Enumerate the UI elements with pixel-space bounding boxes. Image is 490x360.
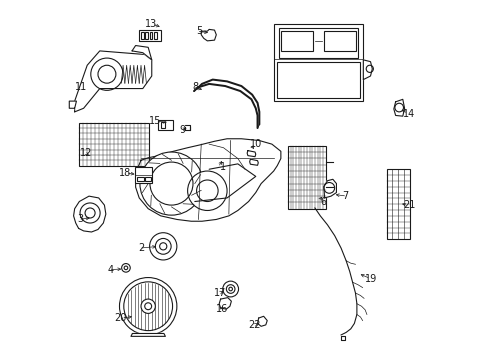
- Circle shape: [149, 233, 177, 260]
- Text: 1: 1: [220, 162, 226, 172]
- Text: 2: 2: [138, 243, 145, 253]
- Text: 3: 3: [77, 215, 84, 224]
- Polygon shape: [131, 333, 166, 336]
- Polygon shape: [364, 60, 372, 80]
- Circle shape: [188, 171, 227, 211]
- Text: 16: 16: [216, 304, 228, 314]
- Polygon shape: [247, 150, 256, 157]
- Polygon shape: [219, 298, 231, 309]
- Bar: [137, 177, 144, 181]
- Bar: [281, 31, 313, 51]
- Bar: [145, 177, 151, 181]
- Polygon shape: [258, 316, 267, 326]
- Text: 21: 21: [403, 200, 415, 210]
- Bar: [279, 28, 358, 58]
- Text: 17: 17: [214, 288, 226, 298]
- Bar: [141, 32, 144, 39]
- Text: 20: 20: [114, 313, 126, 323]
- Bar: [139, 30, 161, 41]
- Text: 9: 9: [180, 125, 186, 135]
- Text: 6: 6: [321, 197, 327, 207]
- Text: 14: 14: [403, 109, 415, 119]
- Circle shape: [141, 299, 155, 314]
- Text: 22: 22: [248, 320, 261, 330]
- Circle shape: [122, 264, 130, 272]
- Polygon shape: [250, 159, 258, 165]
- Polygon shape: [74, 196, 106, 232]
- Bar: [387, 169, 410, 239]
- Bar: [158, 121, 173, 130]
- Bar: [277, 62, 360, 98]
- Bar: [161, 122, 165, 128]
- Text: 15: 15: [149, 116, 162, 126]
- Bar: [149, 32, 152, 39]
- Text: 11: 11: [74, 82, 87, 92]
- Polygon shape: [201, 30, 216, 41]
- Text: 12: 12: [80, 148, 93, 158]
- Text: 4: 4: [108, 265, 114, 275]
- Bar: [135, 167, 152, 183]
- Text: 19: 19: [365, 274, 377, 284]
- Polygon shape: [74, 51, 152, 112]
- Text: 18: 18: [119, 168, 131, 178]
- Circle shape: [223, 281, 239, 297]
- Polygon shape: [394, 99, 405, 116]
- Bar: [274, 24, 364, 101]
- Polygon shape: [324, 179, 337, 198]
- Text: 10: 10: [249, 139, 262, 149]
- Polygon shape: [69, 101, 76, 108]
- Polygon shape: [341, 336, 345, 339]
- Bar: [154, 32, 157, 39]
- Text: 7: 7: [342, 191, 348, 201]
- Bar: [288, 146, 326, 209]
- Polygon shape: [136, 139, 281, 221]
- Text: 8: 8: [192, 82, 198, 92]
- Circle shape: [120, 278, 177, 335]
- Bar: [79, 123, 149, 166]
- Bar: [146, 32, 148, 39]
- Text: 5: 5: [196, 26, 202, 36]
- Text: 13: 13: [145, 19, 157, 29]
- Circle shape: [140, 152, 203, 215]
- Polygon shape: [132, 45, 152, 60]
- Bar: [324, 31, 356, 51]
